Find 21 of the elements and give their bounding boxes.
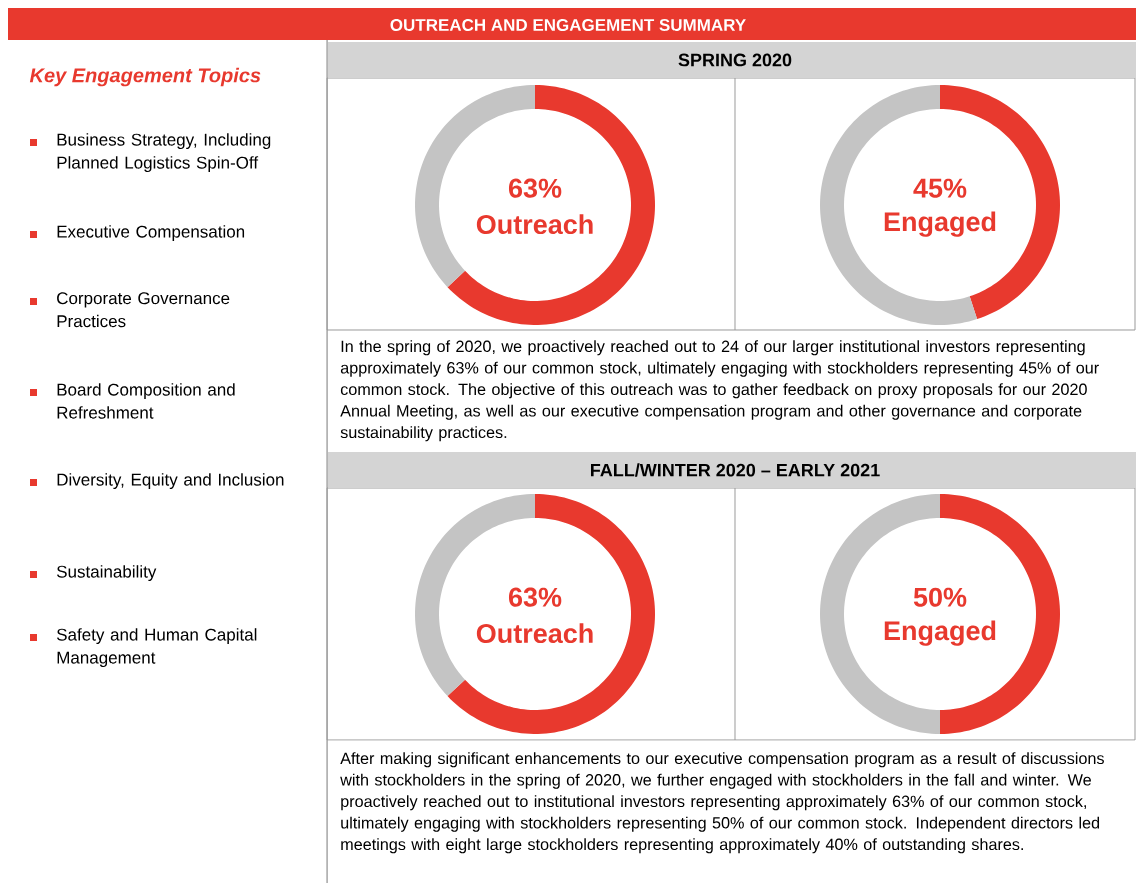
text: Business Strategy, Including Planned Logistics Spin-Off: [57, 133, 271, 173]
text: Key Engagement Topics: [29, 67, 261, 87]
data-label: 63%: [508, 587, 562, 607]
slice-label: Outreach: [476, 623, 593, 644]
slice-label: Engaged: [884, 211, 996, 237]
slice-label: Engaged: [884, 620, 996, 646]
text: Sustainability: [56, 565, 157, 582]
text: Diversity, Equity and Inclusion: [57, 473, 284, 490]
text: SPRING 2020: [678, 53, 792, 67]
text: Corporate Governance Practices: [57, 292, 230, 328]
text: Executive Compensation: [57, 225, 245, 242]
text: FALL/WINTER 2020 – EARLY 2021: [591, 463, 880, 477]
text: After making significant enhancements to our executive compensation program as a result of discussions with stockholders in the spring of 2020, we further engaged with stockholders in the fall and winter. We proactively reached out to institutional investors representing approximately 63% of our common stock, ultimately engaging with stockholders representing 50% of our common stock. Independent directors led meetings with eight large stockholders representing approximately 40% of outstanding shares.: [340, 752, 1104, 854]
data-label: 63%: [508, 178, 562, 198]
text: In the spring of 2020, we proactively reached out to 24 of our larger institutional investors representing approximately 63% of our common stock, ultimately engaging with stockholders representing 45% of our common stock. The objective of this outreach was to gather feedback on proxy proposals for our 2020 Annual Meeting, as well as our executive compensation program and other governance and corporate sustainability practices.: [340, 340, 1099, 442]
data-label: 50%: [913, 587, 967, 607]
text: OUTREACH AND ENGAGEMENT SUMMARY: [390, 18, 746, 32]
data-label: 45%: [913, 178, 967, 198]
text: Safety and Human Capital Management: [56, 628, 257, 668]
slice-label: Outreach: [476, 214, 593, 235]
text: Board Composition and Refreshment: [57, 383, 235, 419]
